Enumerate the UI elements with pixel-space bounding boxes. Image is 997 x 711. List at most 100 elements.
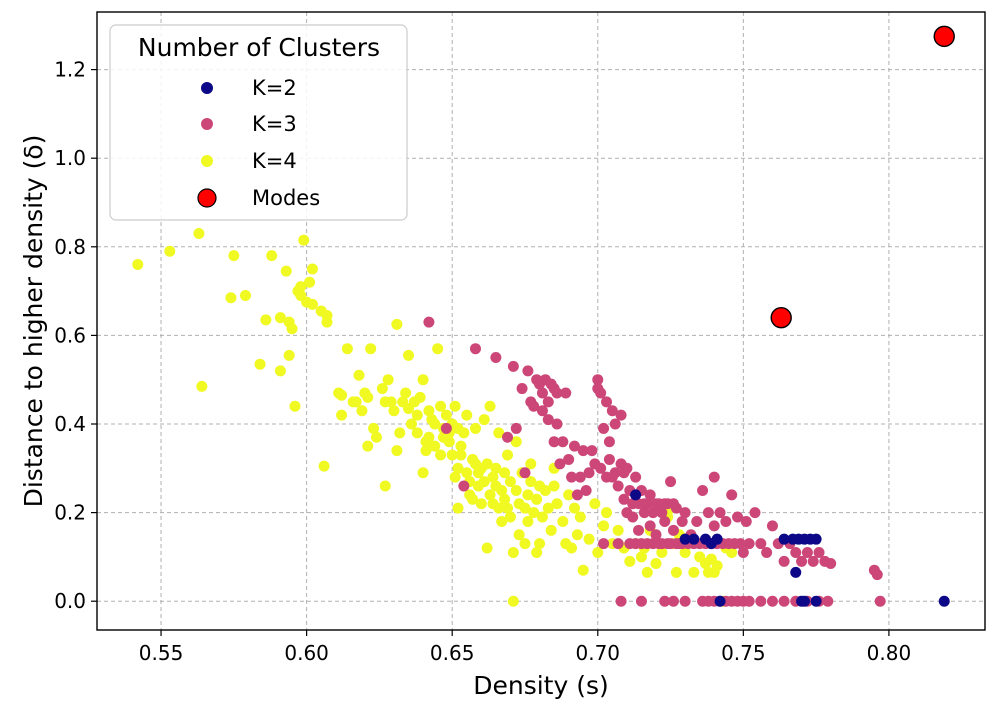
data-point-k4 — [286, 323, 298, 335]
data-point-k4 — [429, 440, 441, 452]
data-point-k3 — [665, 476, 677, 488]
data-point-k4 — [353, 369, 365, 381]
data-point-k4 — [563, 489, 575, 501]
data-point-k4 — [336, 389, 348, 401]
data-point-k3 — [743, 538, 755, 550]
data-point-k3 — [615, 595, 627, 607]
data-point-k3 — [606, 405, 618, 417]
data-point-k3 — [726, 489, 738, 501]
data-point-k3 — [659, 515, 671, 527]
data-point-k4 — [525, 458, 537, 470]
data-point-k4 — [484, 400, 496, 412]
data-point-k4 — [318, 460, 330, 472]
data-point-k4 — [356, 405, 368, 417]
data-point-k3 — [502, 431, 514, 443]
data-point-k3 — [633, 524, 645, 536]
data-point-k4 — [391, 445, 403, 457]
data-point-k4 — [507, 546, 519, 558]
data-point-k2 — [810, 533, 822, 545]
data-point-k3 — [528, 400, 540, 412]
data-point-k3 — [630, 471, 642, 483]
data-point-k3 — [667, 595, 679, 607]
data-point-k3 — [679, 507, 691, 519]
data-point-k3 — [551, 418, 563, 430]
data-point-k4 — [478, 414, 490, 426]
data-point-k4 — [283, 349, 295, 361]
data-point-k4 — [443, 436, 455, 448]
data-point-k3 — [641, 498, 653, 510]
data-point-k4 — [612, 524, 624, 536]
data-point-k4 — [239, 290, 251, 302]
data-point-k4 — [574, 511, 586, 523]
data-point-k4 — [440, 409, 452, 421]
data-point-k3 — [720, 515, 732, 527]
data-point-k3 — [612, 480, 624, 492]
data-point-k3 — [796, 555, 808, 567]
data-point-k4 — [519, 502, 531, 514]
data-point-k4 — [475, 498, 487, 510]
data-point-k4 — [289, 400, 301, 412]
data-point-k3 — [522, 365, 534, 377]
data-point-k3 — [595, 462, 607, 474]
data-point-k3 — [766, 520, 778, 532]
data-point-k4 — [298, 234, 310, 246]
legend-label-k4: K=4 — [252, 149, 297, 173]
data-point-k3 — [749, 507, 761, 519]
y-tick-label: 1.0 — [54, 146, 86, 170]
data-point-k3 — [761, 546, 773, 558]
data-point-k3 — [577, 445, 589, 457]
data-point-k3 — [574, 471, 586, 483]
data-point-k3 — [612, 538, 624, 550]
data-point-k4 — [280, 265, 292, 277]
data-point-k4 — [336, 409, 348, 421]
data-point-k3 — [586, 445, 598, 457]
data-point-k3 — [568, 440, 580, 452]
data-point-k3 — [708, 520, 720, 532]
data-point-k3 — [740, 515, 752, 527]
data-point-k3 — [621, 462, 633, 474]
y-tick-label: 0.2 — [54, 501, 86, 525]
data-point-k4 — [411, 427, 423, 439]
data-point-k4 — [592, 546, 604, 558]
data-point-k4 — [726, 546, 738, 558]
data-point-k4 — [510, 484, 522, 496]
data-point-k4 — [449, 471, 461, 483]
data-point-k4 — [423, 405, 435, 417]
data-point-k4 — [452, 462, 464, 474]
data-point-k3 — [635, 595, 647, 607]
data-point-k3 — [510, 422, 522, 434]
data-point-k3 — [638, 507, 650, 519]
data-point-k4 — [650, 558, 662, 570]
data-point-k4 — [481, 458, 493, 470]
data-point-k3 — [490, 352, 502, 364]
y-tick-label: 0.8 — [54, 235, 86, 259]
y-tick-label: 0.6 — [54, 323, 86, 347]
data-point-k4 — [411, 409, 423, 421]
data-point-k3 — [603, 436, 615, 448]
data-point-k4 — [656, 546, 668, 558]
data-point-k4 — [499, 493, 511, 505]
data-point-k4 — [635, 551, 647, 563]
data-point-k4 — [528, 507, 540, 519]
data-point-k3 — [542, 414, 554, 426]
data-point-k4 — [452, 502, 464, 514]
data-point-k4 — [499, 467, 511, 479]
data-point-k3 — [743, 595, 755, 607]
data-point-k3 — [676, 515, 688, 527]
data-point-k2 — [688, 533, 700, 545]
data-point-k3 — [516, 383, 528, 395]
data-point-k4 — [417, 467, 429, 479]
data-point-k4 — [522, 489, 534, 501]
data-point-k4 — [388, 405, 400, 417]
data-point-k4 — [164, 245, 176, 257]
data-point-k4 — [306, 263, 318, 275]
y-tick-label: 0.4 — [54, 412, 86, 436]
series-k2 — [630, 489, 950, 607]
data-point-k4 — [423, 431, 435, 443]
data-point-k3 — [708, 471, 720, 483]
data-point-k4 — [379, 480, 391, 492]
data-point-k3 — [618, 493, 630, 505]
x-tick-label: 0.70 — [576, 641, 621, 665]
data-point-k2 — [679, 533, 691, 545]
